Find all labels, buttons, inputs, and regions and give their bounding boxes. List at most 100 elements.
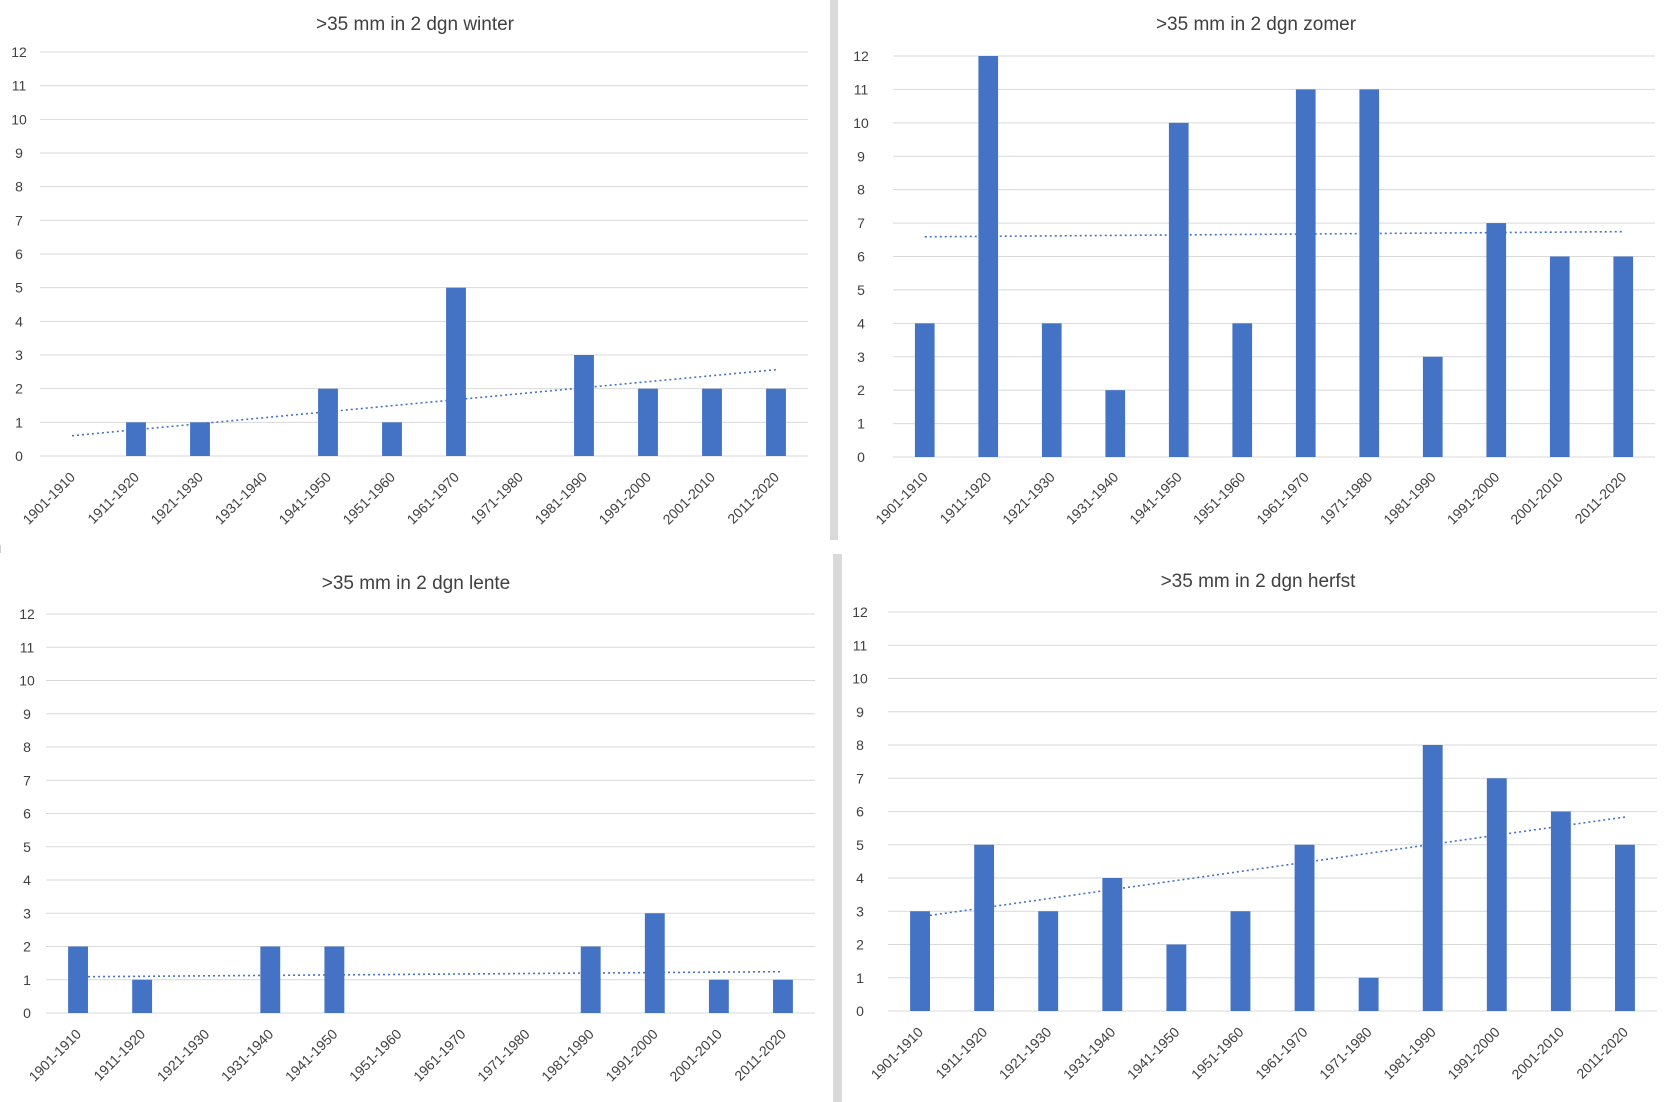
- y-tick-label: 1: [23, 972, 31, 988]
- x-tick-label: 2001-2010: [1507, 469, 1566, 528]
- y-tick-label: 5: [857, 282, 865, 298]
- x-tick-label: 1901-1910: [19, 469, 78, 528]
- x-tick-label: 1981-1990: [1380, 1024, 1439, 1083]
- chart-herfst: >35 mm in 2 dgn herfst012345678910111219…: [852, 571, 1657, 1083]
- bar-1911-1920: [978, 56, 999, 457]
- bar-1941-1950: [1166, 944, 1187, 1011]
- bar-2001-2010: [1550, 811, 1571, 1011]
- bar-1921-1930: [1041, 323, 1062, 457]
- chart-title: >35 mm in 2 dgn winter: [316, 14, 515, 35]
- bar-1991-2000: [1486, 778, 1507, 1011]
- x-tick-label: 1971-1980: [467, 469, 526, 528]
- x-tick-label: 1911-1920: [84, 469, 142, 527]
- y-tick-label: 12: [853, 48, 869, 64]
- x-tick-label: 1941-1950: [1124, 1024, 1183, 1083]
- x-tick-label: 1991-2000: [1444, 469, 1503, 528]
- chart-panel-zomer: >35 mm in 2 dgn zomer 0 1 2 3 4 5 6 7 8 9 10 11 12 190…: [838, 0, 1676, 545]
- y-tick-label: 1: [857, 416, 865, 432]
- trendline: [78, 970, 783, 978]
- bar-2011-2020: [766, 388, 786, 456]
- y-tick-label: 9: [15, 145, 23, 161]
- y-tick-label: 6: [857, 249, 865, 265]
- x-tick-label: 1901-1910: [868, 1024, 927, 1083]
- chart-panel-herfst: >35 mm in 2 dgn herfst 0 1 2 3 4 5 6 7 8 9 10 11 12 19…: [842, 553, 1676, 1102]
- x-tick-label: 1981-1990: [1380, 469, 1439, 528]
- y-tick-label: 6: [856, 804, 864, 820]
- y-tick-label: 3: [15, 347, 23, 363]
- y-tick-label: 1: [15, 414, 23, 430]
- bar-1941-1950: [324, 946, 345, 1013]
- chart-title: >35 mm in 2 dgn lente: [322, 573, 511, 594]
- x-tick-label: 1991-2000: [1444, 1024, 1503, 1083]
- bar-2001-2010: [702, 388, 722, 456]
- bar-2011-2020: [1615, 844, 1635, 1011]
- y-tick-label: 0: [857, 449, 865, 465]
- bar-1901-1910: [910, 911, 930, 1011]
- y-tick-label: 4: [856, 870, 864, 886]
- x-tick-label: 1941-1950: [282, 1026, 341, 1085]
- y-tick-label: 4: [23, 872, 31, 888]
- x-tick-label: 1961-1970: [403, 469, 462, 528]
- y-tick-label: 11: [20, 639, 35, 655]
- x-tick-label: 2001-2010: [659, 469, 718, 528]
- x-tick-label: 1971-1980: [1317, 469, 1376, 528]
- bar-1961-1970: [446, 287, 466, 456]
- x-tick-label: 2011-2020: [724, 469, 782, 527]
- x-tick-label: 2001-2010: [666, 1026, 725, 1085]
- bar-1981-1990: [1422, 356, 1443, 457]
- x-tick-label: 1941-1950: [1126, 469, 1185, 528]
- trendline: [924, 230, 1624, 238]
- y-tick-label: 5: [23, 839, 31, 855]
- y-tick-label: 3: [857, 349, 865, 365]
- y-tick-label: 7: [23, 772, 31, 788]
- y-tick-label: 2: [857, 382, 865, 398]
- y-tick-label: 0: [15, 448, 23, 464]
- bar-1921-1930: [190, 422, 210, 456]
- x-tick-label: 1981-1990: [531, 469, 590, 528]
- y-tick-label: 2: [856, 937, 864, 953]
- y-tick-label: 8: [15, 179, 23, 195]
- bar-1941-1950: [318, 388, 338, 456]
- bar-1911-1920: [132, 979, 153, 1013]
- bar-1901-1910: [68, 946, 88, 1013]
- x-tick-label: 1991-2000: [595, 469, 654, 528]
- bar-1911-1920: [974, 844, 995, 1011]
- x-tick-label: 1981-1990: [538, 1026, 597, 1085]
- y-tick-label: 2: [15, 381, 23, 397]
- y-tick-label: 0: [23, 1005, 31, 1021]
- bar-1931-1940: [1102, 878, 1123, 1011]
- x-tick-label: 1931-1940: [218, 1026, 277, 1085]
- y-tick-label: 12: [19, 606, 35, 622]
- x-tick-label: 1971-1980: [1316, 1024, 1375, 1083]
- x-tick-label: 1951-1960: [1190, 469, 1249, 528]
- x-tick-label: 1921-1930: [147, 469, 206, 528]
- bar-1991-2000: [644, 913, 665, 1013]
- y-tick-label: 2: [23, 939, 31, 955]
- y-tick-label: 12: [852, 604, 868, 620]
- bar-2011-2020: [1613, 256, 1634, 457]
- chart-title: >35 mm in 2 dgn zomer: [1156, 14, 1357, 35]
- x-tick-label: 1911-1920: [936, 469, 994, 527]
- y-tick-label: 10: [11, 111, 27, 127]
- x-tick-label: 1951-1960: [1188, 1024, 1247, 1083]
- x-tick-label: 2011-2020: [1573, 1024, 1631, 1082]
- bar-1961-1970: [1295, 89, 1316, 458]
- chart-panel-winter: >35 mm in 2 dgn winter 0 1 2 3 4 5 6 7 8 9 10 11 12 19…: [0, 0, 830, 545]
- y-tick-label: 8: [23, 739, 31, 755]
- bar-1981-1990: [580, 946, 601, 1013]
- x-tick-label: 1951-1960: [346, 1026, 405, 1085]
- y-tick-label: 10: [852, 671, 868, 687]
- bar-1951-1960: [1230, 911, 1251, 1011]
- x-tick-label: 1951-1960: [339, 469, 398, 528]
- y-tick-label: 5: [15, 280, 23, 296]
- bar-1991-2000: [1486, 223, 1507, 457]
- x-tick-label: 1961-1970: [410, 1026, 469, 1085]
- y-tick-label: 9: [23, 706, 31, 722]
- bar-2011-2020: [773, 979, 793, 1013]
- x-tick-label: 1961-1970: [1253, 469, 1312, 528]
- bar-1981-1990: [1422, 745, 1443, 1011]
- y-tick-label: 3: [856, 903, 864, 919]
- y-tick-label: 9: [856, 704, 864, 720]
- bar-1961-1970: [1294, 844, 1315, 1011]
- trendline: [919, 816, 1626, 918]
